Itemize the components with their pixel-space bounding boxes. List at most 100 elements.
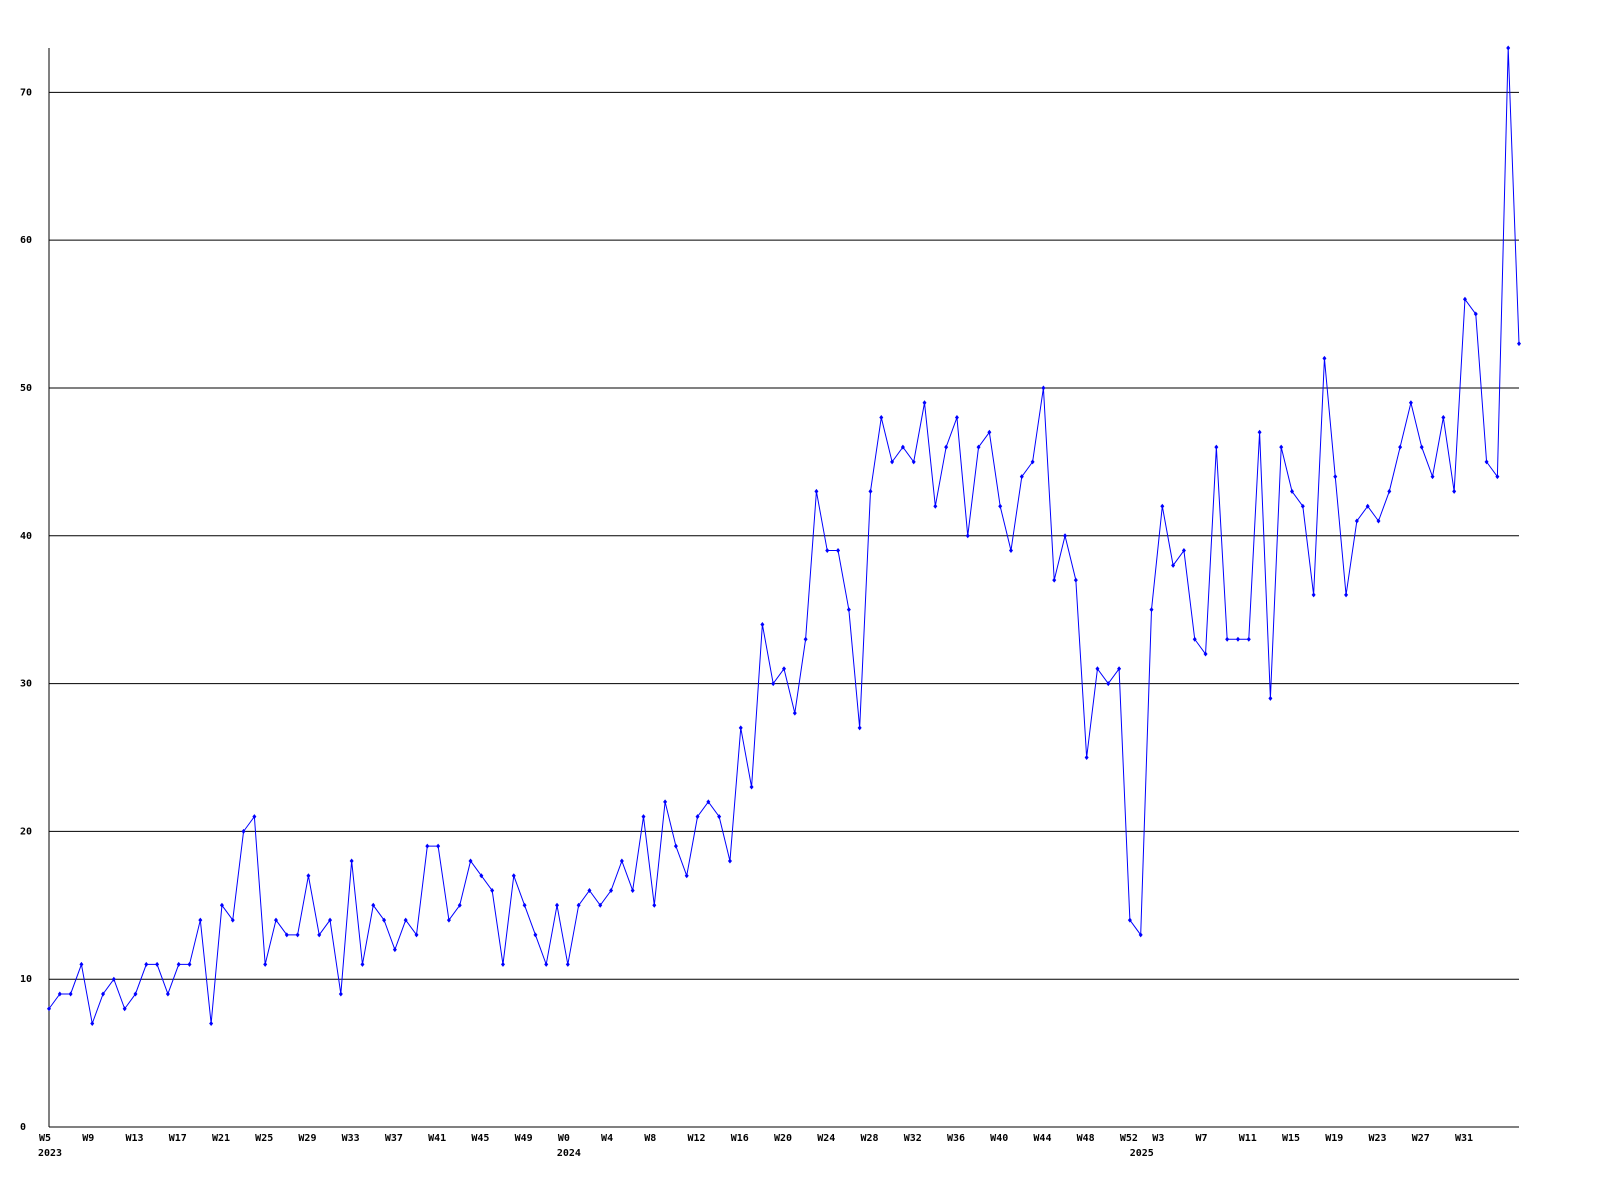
data-point: [1246, 636, 1251, 642]
data-point: [241, 828, 246, 834]
data-point: [965, 533, 970, 539]
data-point: [1149, 607, 1154, 613]
data-point: [1052, 577, 1057, 583]
x-tick-label: W17: [169, 1133, 187, 1144]
x-tick-label: W52: [1120, 1133, 1138, 1144]
data-point: [1268, 695, 1273, 701]
data-point: [133, 991, 138, 997]
data-point: [90, 1021, 95, 1027]
data-point: [706, 799, 711, 805]
data-point: [209, 1021, 214, 1027]
data-point: [1019, 474, 1024, 480]
data-point: [468, 858, 473, 864]
y-tick-label: 30: [20, 679, 32, 690]
data-point: [1214, 444, 1219, 450]
data-point: [533, 932, 538, 938]
data-point: [1084, 754, 1089, 760]
data-point: [857, 725, 862, 731]
data-point: [360, 961, 365, 967]
data-point: [1300, 503, 1305, 509]
data-point: [760, 621, 765, 627]
data-point: [490, 888, 495, 894]
data-point: [1095, 666, 1100, 672]
data-point: [446, 917, 451, 923]
data-point: [976, 444, 981, 450]
x-tick-label: W3: [1152, 1133, 1164, 1144]
data-point: [1181, 548, 1186, 554]
x-tick-label: W9: [82, 1133, 94, 1144]
data-point: [403, 917, 408, 923]
data-point: [1192, 636, 1197, 642]
data-point: [1419, 444, 1424, 450]
data-point: [954, 415, 959, 421]
data-point: [230, 917, 235, 923]
data-point: [1235, 636, 1240, 642]
data-point: [317, 932, 322, 938]
data-point: [414, 932, 419, 938]
data-point: [252, 814, 257, 820]
data-point: [1517, 341, 1521, 347]
data-point: [944, 444, 949, 450]
data-point: [836, 548, 841, 554]
data-point: [338, 991, 343, 997]
data-point: [922, 400, 927, 406]
data-point: [1030, 459, 1035, 465]
data-point: [792, 710, 797, 716]
data-point: [1376, 518, 1381, 524]
data-point: [1311, 592, 1316, 598]
data-point: [1225, 636, 1230, 642]
x-tick-label: W37: [385, 1133, 403, 1144]
data-point: [652, 902, 657, 908]
data-point: [555, 902, 560, 908]
x-tick-label: W5: [39, 1133, 51, 1144]
data-point: [1473, 311, 1478, 317]
x-tick-label: W25: [255, 1133, 273, 1144]
x-tick-label: W44: [1033, 1133, 1051, 1144]
data-point: [619, 858, 624, 864]
data-point: [198, 917, 203, 923]
data-point: [1106, 681, 1111, 687]
data-point: [598, 902, 603, 908]
data-point: [328, 917, 333, 923]
data-point: [846, 607, 851, 613]
data-point: [273, 917, 278, 923]
data-point: [122, 1006, 127, 1012]
data-point: [1257, 429, 1262, 435]
data-point: [1506, 45, 1511, 51]
data-point: [1160, 503, 1165, 509]
data-point: [911, 459, 916, 465]
x-tick-label: W4: [601, 1133, 613, 1144]
data-point: [544, 961, 549, 967]
x-tick-label: W49: [515, 1133, 533, 1144]
data-point: [47, 1006, 51, 1012]
data-point: [1127, 917, 1132, 923]
data-point: [1333, 474, 1338, 480]
data-point: [673, 843, 678, 849]
data-point: [1398, 444, 1403, 450]
x-tick-label: W19: [1325, 1133, 1343, 1144]
x-tick-label: W48: [1077, 1133, 1095, 1144]
data-point: [1354, 518, 1359, 524]
data-point: [727, 858, 732, 864]
data-point: [1041, 385, 1046, 391]
data-point: [782, 666, 786, 672]
data-point: [1290, 488, 1295, 494]
y-tick-label: 20: [20, 826, 32, 837]
data-point: [890, 459, 895, 465]
x-year-label: 2025: [1130, 1148, 1154, 1159]
data-point: [382, 917, 387, 923]
data-point: [79, 961, 84, 967]
data-point: [425, 843, 430, 849]
data-point: [1117, 666, 1122, 672]
y-tick-label: 10: [20, 974, 32, 985]
data-point: [1279, 444, 1284, 450]
data-point: [1138, 932, 1143, 938]
data-point: [1203, 651, 1208, 657]
data-point: [987, 429, 992, 435]
x-year-label: 2023: [38, 1148, 62, 1159]
data-point: [436, 843, 441, 849]
x-tick-label: W20: [774, 1133, 792, 1144]
x-tick-label: W40: [990, 1133, 1008, 1144]
data-point: [457, 902, 462, 908]
data-point: [1171, 562, 1176, 568]
